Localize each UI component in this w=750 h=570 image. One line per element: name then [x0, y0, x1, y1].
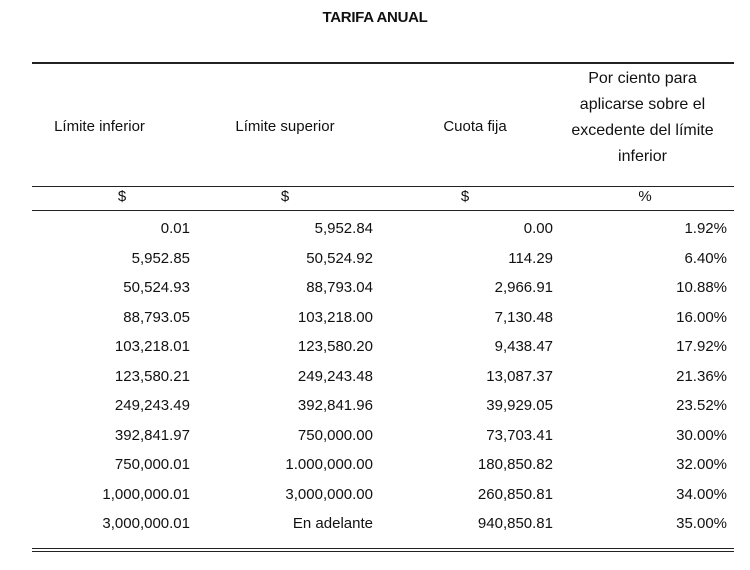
document-title: TARIFA ANUAL — [322, 9, 428, 26]
table-cell: 940,850.81 — [477, 515, 553, 532]
header-por-ciento: Por ciento para aplicarse sobre el exced… — [571, 70, 714, 165]
table-cell: 5,952.85 — [131, 249, 190, 267]
table-cell: 114.29 — [508, 249, 553, 267]
table-cell: 34.00% — [676, 485, 727, 503]
table-cell: 392,841.97 — [114, 426, 190, 444]
table-cell: 50,524.92 — [306, 249, 373, 267]
table-cell: 260,850.81 — [477, 485, 553, 503]
table-cell: 88,793.04 — [306, 279, 373, 296]
table-cell: 9,438.47 — [494, 338, 553, 355]
table-cell: 2,966.91 — [494, 279, 553, 296]
table-row: 0.01 5,952.84 0.00 1.92% — [0, 220, 750, 249]
table-cell: 73,703.41 — [486, 426, 553, 444]
unit-limite-superior: $ — [280, 188, 290, 205]
table-row: 103,218.01 123,580.20 9,438.47 17.92% — [0, 338, 750, 367]
header-limite-inferior: Límite inferior — [54, 118, 145, 135]
unit-por-ciento: % — [638, 188, 652, 205]
unit-limite-inferior: $ — [117, 188, 127, 205]
table-cell: 50,524.93 — [123, 279, 190, 296]
table-cell: 35.00% — [676, 515, 727, 532]
table-cell: 249,243.49 — [114, 397, 190, 414]
table-cell: En adelante — [292, 515, 373, 532]
table-cell: 750,000.00 — [297, 426, 373, 444]
table-cell: 103,218.01 — [114, 338, 190, 355]
table-row: 123,580.21 249,243.48 13,087.37 21.36% — [0, 368, 750, 397]
table-row: 392,841.97 750,000.00 73,703.41 30.00% — [0, 427, 750, 456]
table-cell: 23.52% — [676, 397, 727, 414]
table-cell: 39,929.05 — [486, 397, 553, 414]
bottom-rule-2 — [32, 551, 734, 552]
table-cell: 5,952.84 — [314, 220, 373, 237]
table-row: 88,793.05 103,218.00 7,130.48 16.00% — [0, 309, 750, 338]
table-row: 50,524.93 88,793.04 2,966.91 10.88% — [0, 279, 750, 308]
table-cell: 1,000,000.01 — [102, 485, 190, 503]
table-cell: 10.88% — [676, 279, 727, 296]
table-cell: 3,000,000.01 — [102, 515, 190, 532]
bottom-rule — [32, 548, 734, 549]
table-cell: 1.000,000.00 — [285, 456, 373, 473]
table-cell: 750,000.01 — [114, 456, 190, 473]
table-cell: 7,130.48 — [494, 308, 553, 326]
table-cell: 1.92% — [684, 220, 727, 237]
table-cell: 32.00% — [676, 456, 727, 473]
table-cell: 180,850.82 — [477, 456, 553, 473]
table-cell: 123,580.21 — [114, 367, 190, 385]
table-cell: 88,793.05 — [123, 308, 190, 326]
top-rule — [32, 62, 734, 64]
table-cell: 392,841.96 — [297, 397, 373, 414]
header-limite-superior: Límite superior — [235, 118, 335, 135]
table-cell: 17.92% — [676, 338, 727, 355]
table-cell: 13,087.37 — [486, 367, 553, 385]
table-row: 750,000.01 1.000,000.00 180,850.82 32.00% — [0, 456, 750, 485]
unit-cuota-fija: $ — [460, 188, 470, 205]
table-cell: 16.00% — [676, 308, 727, 326]
table-cell: 123,580.20 — [297, 338, 373, 355]
table-cell: 30.00% — [676, 426, 727, 444]
units-rule — [32, 210, 734, 211]
table-row: 249,243.49 392,841.96 39,929.05 23.52% — [0, 397, 750, 426]
table-cell: 0.00 — [523, 220, 553, 237]
header-cuota-fija: Cuota fija — [443, 118, 507, 135]
table-row: 3,000,000.01 En adelante 940,850.81 35.00% — [0, 515, 750, 544]
table-cell: 0.01 — [160, 220, 190, 237]
table-row: 1,000,000.01 3,000,000.00 260,850.81 34.00% — [0, 486, 750, 515]
header-rule — [32, 186, 734, 187]
table-cell: 21.36% — [676, 367, 727, 385]
table-row: 5,952.85 50,524.92 114.29 6.40% — [0, 250, 750, 279]
table-cell: 3,000,000.00 — [285, 485, 373, 503]
table-cell: 6.40% — [684, 249, 727, 267]
table-cell: 103,218.00 — [297, 308, 373, 326]
table-cell: 249,243.48 — [297, 367, 373, 385]
